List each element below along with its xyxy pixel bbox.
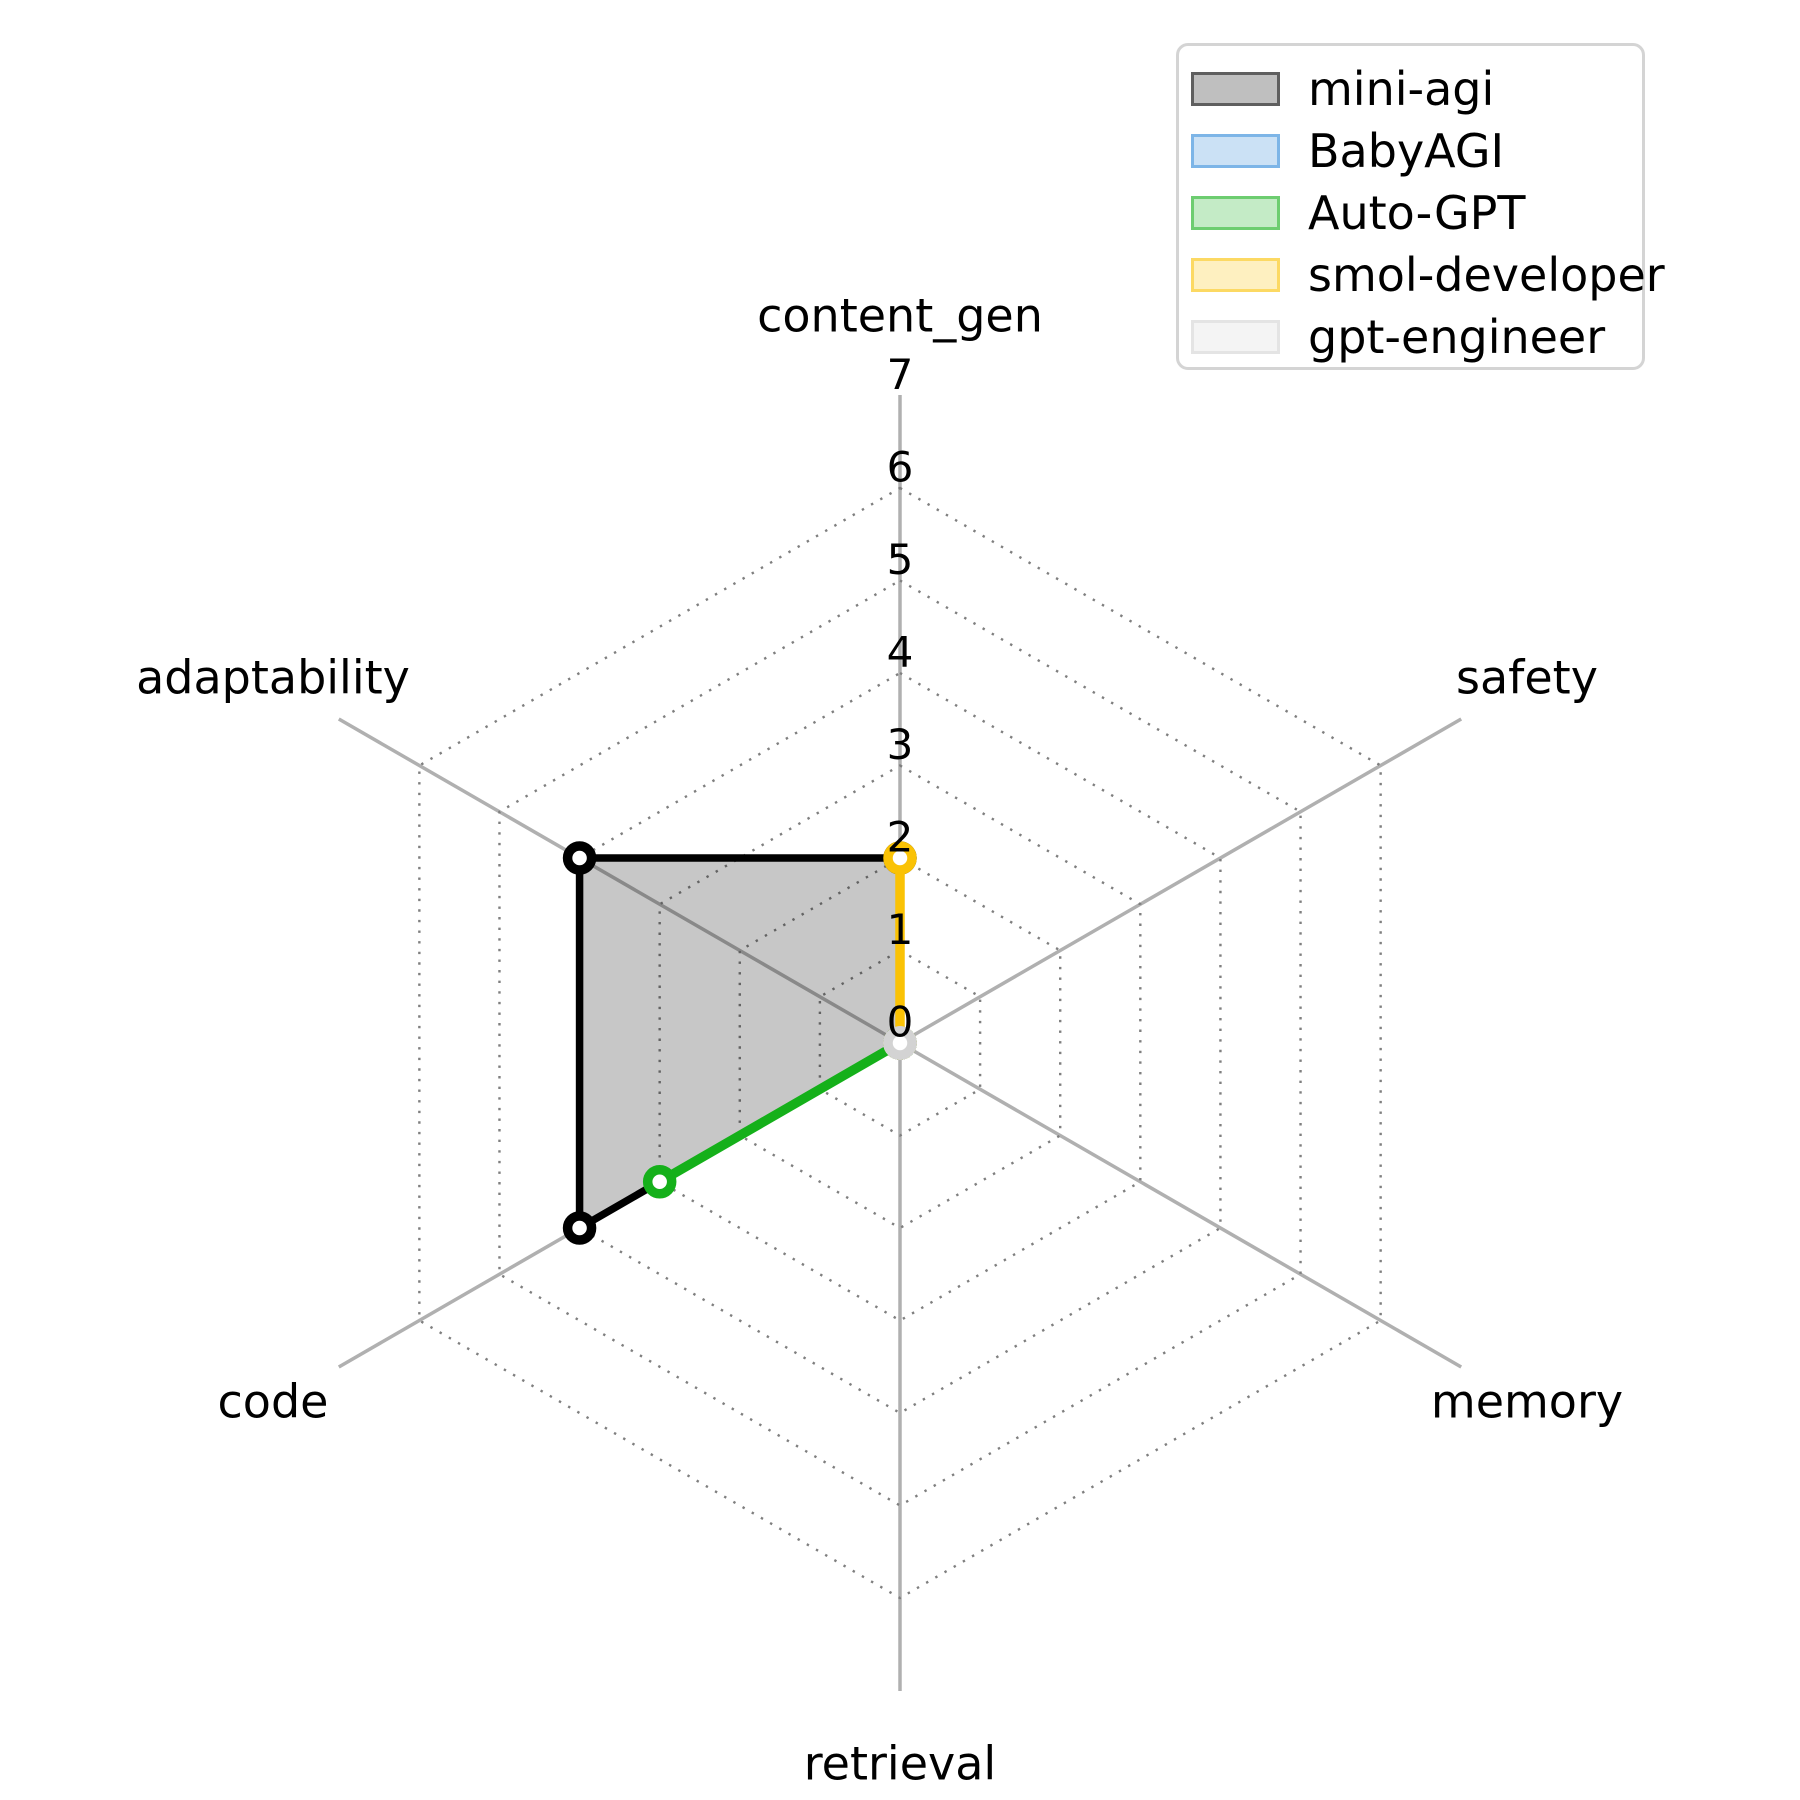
axis-label-adaptability: adaptability [136,651,410,705]
tick-label-1: 1 [887,905,914,954]
grid-ring-5 [498,579,1302,1507]
legend-item-smol-developer: smol-developer [1191,244,1665,306]
axis-label-retrieval: retrieval [804,1737,996,1791]
axis-spoke-safety [899,717,1463,1045]
marker-smol-developer-content_gen [883,841,917,875]
legend-label-Auto-GPT: Auto-GPT [1308,186,1526,240]
axis-label-content_gen: content_gen [757,289,1043,343]
marker-gpt-engineer-adaptability [883,1026,917,1060]
tick-label-0: 0 [887,998,914,1047]
tick-label-6: 6 [887,443,914,492]
legend-item-Auto-GPT: Auto-GPT [1191,182,1642,244]
grid-ring-6 [418,486,1382,1600]
series-polygon-mini-agi [575,854,904,1235]
tick-label-5: 5 [887,535,914,584]
legend-label-BabyAGI: BabyAGI [1308,124,1505,178]
axis-label-code: code [218,1375,329,1429]
axis-label-memory: memory [1431,1375,1623,1429]
legend-swatch-Auto-GPT [1191,196,1280,230]
legend-item-gpt-engineer: gpt-engineer [1191,306,1642,368]
tick-label-4: 4 [887,628,914,677]
grid-ring-1 [818,949,982,1137]
legend-item-BabyAGI: BabyAGI [1191,120,1642,182]
tick-label-7: 7 [887,350,914,399]
legend-label-gpt-engineer: gpt-engineer [1308,310,1606,364]
legend-swatch-mini-agi [1191,72,1280,106]
legend-item-mini-agi: mini-agi [1191,58,1642,120]
legend-swatch-gpt-engineer [1191,320,1280,354]
legend-label-mini-agi: mini-agi [1308,62,1495,116]
legend-label-smol-developer: smol-developer [1308,248,1665,302]
tick-label-3: 3 [887,720,914,769]
legend-swatch-BabyAGI [1191,134,1280,168]
axis-spoke-adaptability [337,717,901,1045]
legend: mini-agi BabyAGI Auto-GPT smol-developer gpt… [1176,43,1665,370]
legend-swatch-smol-developer [1191,258,1280,292]
marker-Auto-GPT-code [642,1165,677,1199]
marker-mini-agi-adaptability [562,841,597,875]
tick-label-2: 2 [887,813,914,862]
marker-mini-agi-code [562,1211,597,1245]
axis-spoke-memory [899,1041,1463,1369]
axis-label-safety: safety [1456,651,1598,705]
grid-ring-3 [658,764,1142,1322]
